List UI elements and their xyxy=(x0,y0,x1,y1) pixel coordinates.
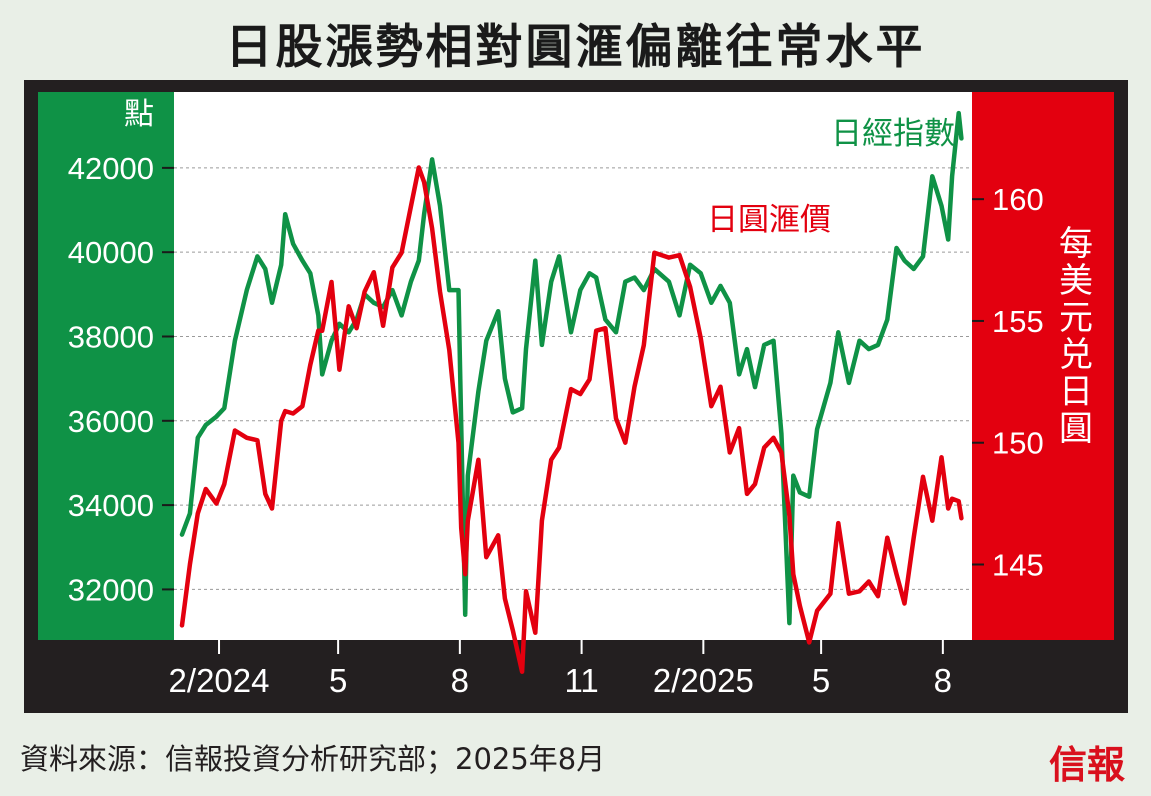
right-tick-label: 160 xyxy=(992,182,1044,217)
right-axis-label-char: 美 xyxy=(1059,261,1093,301)
right-tick-label: 145 xyxy=(992,547,1044,582)
left-axis-panel xyxy=(38,92,174,640)
x-tick-label: 11 xyxy=(564,662,598,699)
dual-axis-line-chart: 32000 34000 36000 38000 40000 42000 點 145 150 155… xyxy=(38,92,1114,699)
right-axis-panel xyxy=(972,92,1114,640)
x-tick-label: 5 xyxy=(329,662,347,699)
left-tick-label: 34000 xyxy=(68,488,154,523)
x-tick-label: 8 xyxy=(934,662,952,699)
series-label-yen: 日圓滙價 xyxy=(707,202,831,238)
series-label-nikkei: 日經指數 xyxy=(831,116,955,152)
right-axis-label-char: 每 xyxy=(1059,224,1093,264)
left-tick-label: 36000 xyxy=(68,404,154,439)
x-tick-label: 2/2025 xyxy=(653,662,754,699)
right-axis-label-char: 元 xyxy=(1059,298,1093,338)
x-tick-label: 2/2024 xyxy=(169,662,270,699)
plot-area xyxy=(174,92,972,640)
left-tick-label: 40000 xyxy=(68,235,154,270)
left-tick-label: 32000 xyxy=(68,572,154,607)
series-line-nikkei xyxy=(179,110,964,626)
source-note: 資料來源：信報投資分析研究部；2025年8月 xyxy=(20,742,606,776)
x-tick-label: 5 xyxy=(812,662,830,699)
right-axis-label-char: 兑 xyxy=(1059,335,1093,375)
x-tick-label: 8 xyxy=(451,662,469,699)
left-tick-label: 42000 xyxy=(68,151,154,186)
chart-title: 日股漲勢相對圓滙偏離往常水平 xyxy=(225,20,926,75)
chart-frame: 32000 34000 36000 38000 40000 42000 點 145 150 155… xyxy=(24,80,1128,713)
series-line-yen xyxy=(179,165,964,674)
right-tick-label: 155 xyxy=(992,304,1044,339)
right-axis-label-char: 圓 xyxy=(1059,409,1093,449)
left-axis-label: 點 xyxy=(124,97,154,132)
left-tick-label: 38000 xyxy=(68,319,154,354)
right-tick-label: 150 xyxy=(992,426,1044,461)
publisher-logo: 信報 xyxy=(1048,742,1125,787)
right-axis-label-char: 日 xyxy=(1059,372,1093,412)
